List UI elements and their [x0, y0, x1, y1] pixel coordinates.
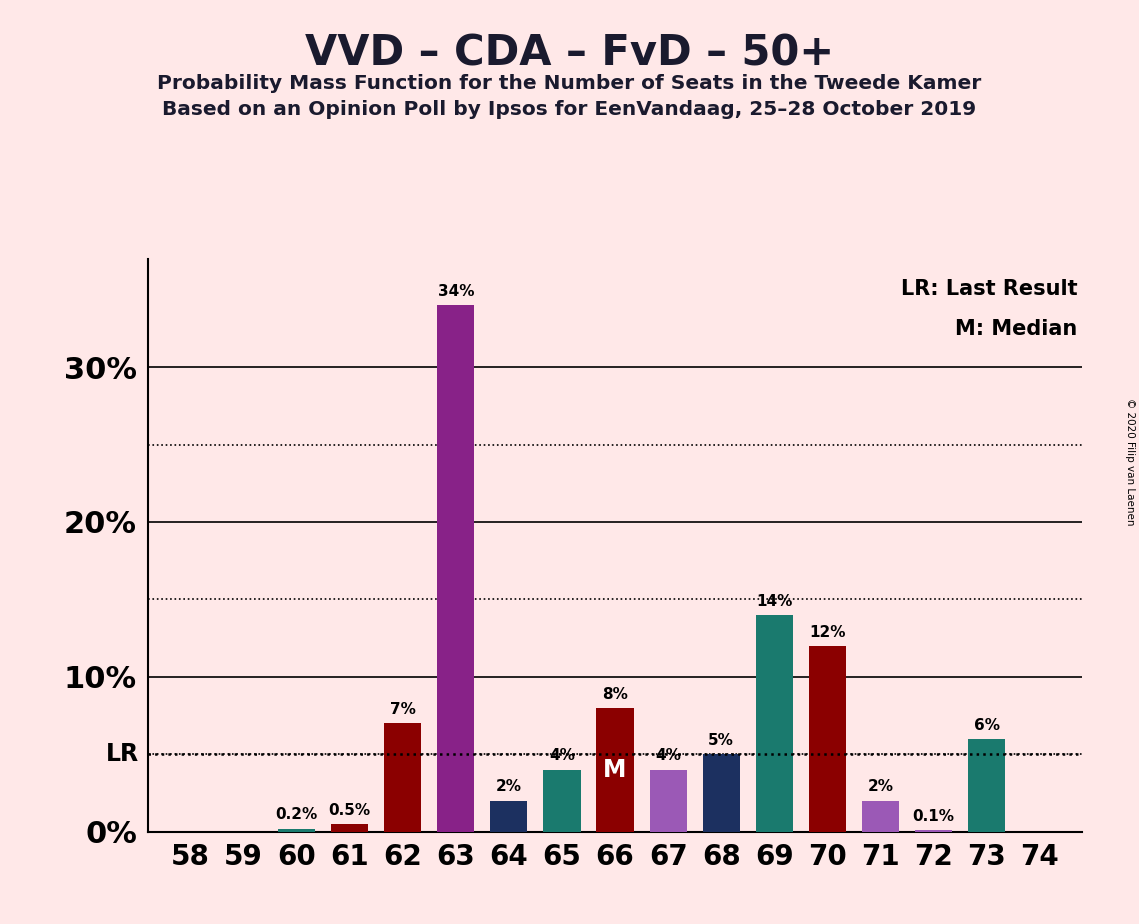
- Text: 34%: 34%: [437, 284, 474, 299]
- Text: VVD – CDA – FvD – 50+: VVD – CDA – FvD – 50+: [305, 32, 834, 74]
- Text: 14%: 14%: [756, 593, 793, 609]
- Text: LR: LR: [106, 742, 139, 766]
- Text: 2%: 2%: [495, 780, 522, 795]
- Text: 8%: 8%: [603, 687, 628, 701]
- Bar: [755, 614, 793, 832]
- Text: 4%: 4%: [655, 748, 681, 763]
- Text: 6%: 6%: [974, 718, 1000, 733]
- Text: 2%: 2%: [868, 780, 893, 795]
- Bar: [278, 829, 316, 832]
- Bar: [543, 770, 581, 832]
- Text: 0.5%: 0.5%: [329, 803, 371, 818]
- Bar: [384, 723, 421, 832]
- Bar: [491, 800, 527, 832]
- Text: 7%: 7%: [390, 702, 416, 717]
- Bar: [649, 770, 687, 832]
- Text: LR: Last Result: LR: Last Result: [901, 279, 1077, 298]
- Bar: [862, 800, 899, 832]
- Text: 4%: 4%: [549, 748, 575, 763]
- Bar: [809, 646, 846, 832]
- Text: M: Median: M: Median: [956, 319, 1077, 339]
- Text: 12%: 12%: [809, 625, 845, 639]
- Text: 5%: 5%: [708, 733, 735, 748]
- Bar: [968, 738, 1005, 832]
- Bar: [703, 754, 739, 832]
- Bar: [915, 830, 952, 832]
- Text: 0.1%: 0.1%: [912, 808, 954, 824]
- Text: M: M: [604, 758, 626, 782]
- Text: Probability Mass Function for the Number of Seats in the Tweede Kamer: Probability Mass Function for the Number…: [157, 74, 982, 93]
- Bar: [597, 708, 633, 832]
- Text: 0.2%: 0.2%: [276, 808, 318, 822]
- Text: © 2020 Filip van Laenen: © 2020 Filip van Laenen: [1125, 398, 1134, 526]
- Bar: [331, 824, 368, 832]
- Bar: [437, 305, 475, 832]
- Text: Based on an Opinion Poll by Ipsos for EenVandaag, 25–28 October 2019: Based on an Opinion Poll by Ipsos for Ee…: [163, 100, 976, 119]
